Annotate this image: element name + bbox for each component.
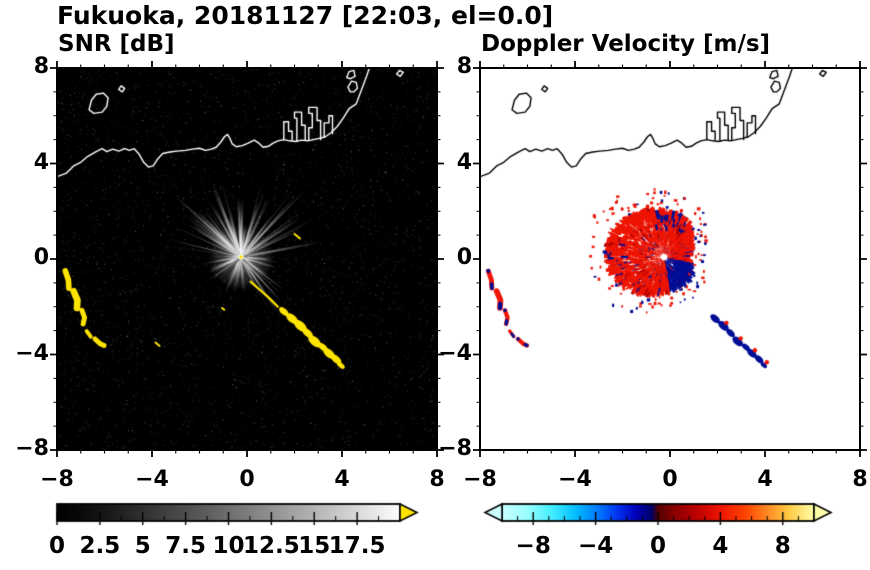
x-tick-label: 0 xyxy=(662,467,678,492)
x-tick-label: −4 xyxy=(558,467,592,492)
y-tick-label: 0 xyxy=(33,245,49,270)
colorbar-tick-label: 2.5 xyxy=(79,533,121,559)
velocity-axes-frame xyxy=(473,61,867,457)
colorbar-tick-label: 15 xyxy=(298,533,331,559)
colorbar-tick-label: −8 xyxy=(515,533,551,559)
snr-panel-title: SNR [dB] xyxy=(58,31,175,57)
y-tick-label: 4 xyxy=(456,149,472,175)
snr-colorbar-canvas xyxy=(31,502,426,535)
x-tick-label: −4 xyxy=(135,467,169,492)
y-tick-label: −8 xyxy=(15,436,49,461)
x-tick-label: −8 xyxy=(40,467,74,492)
colorbar-tick-label: 4 xyxy=(712,533,729,559)
x-tick-label: 4 xyxy=(334,467,350,492)
snr-heatmap-canvas xyxy=(57,68,437,450)
velocity-panel-title: Doppler Velocity [m/s] xyxy=(481,31,771,57)
figure-title: Fukuoka, 20181127 [22:03, el=0.0] xyxy=(57,1,554,30)
x-tick-label: 4 xyxy=(757,467,773,492)
colorbar-tick-label: 7.5 xyxy=(165,533,206,559)
colorbar-tick-label: 0 xyxy=(649,533,666,559)
colorbar-tick-label: 10 xyxy=(212,533,245,559)
colorbar-tick-label: 17.5 xyxy=(328,533,386,559)
colorbar-tick-label: 5 xyxy=(134,533,151,559)
y-tick-label: 4 xyxy=(33,149,49,175)
y-tick-label: 0 xyxy=(456,245,472,270)
colorbar-tick-label: 8 xyxy=(774,533,791,559)
colorbar-tick-label: −4 xyxy=(577,533,614,559)
x-tick-label: −8 xyxy=(463,467,497,492)
colorbar-tick-label: 0 xyxy=(48,533,65,559)
y-tick-label: −4 xyxy=(15,340,49,366)
x-tick-label: 0 xyxy=(239,467,255,492)
x-tick-label: 8 xyxy=(852,467,868,492)
velocity-colorbar-canvas xyxy=(476,502,840,535)
y-tick-label: 8 xyxy=(456,54,472,79)
colorbar-tick-label: 12.5 xyxy=(243,533,300,559)
snr-axes-frame xyxy=(50,61,444,457)
velocity-heatmap-canvas xyxy=(480,68,860,450)
y-tick-label: 8 xyxy=(33,54,49,79)
y-tick-label: −8 xyxy=(438,436,472,461)
x-tick-label: 8 xyxy=(429,467,445,492)
y-tick-label: −4 xyxy=(438,340,472,366)
